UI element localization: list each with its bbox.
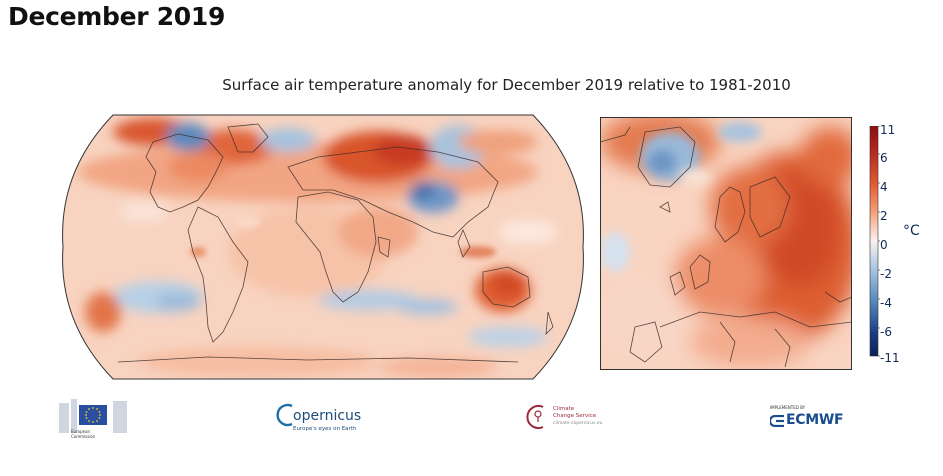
- eu-flag-icon: [57, 395, 132, 445]
- copernicus-name: opernicus: [293, 408, 362, 424]
- c3s-text-line3: climate.copernicus.eu: [553, 421, 603, 426]
- colorbar-tick-label: -4: [880, 296, 892, 310]
- world-anomaly-map: [62, 114, 584, 380]
- ecmwf-name: ECMWF: [786, 412, 844, 428]
- climate-change-service-logo: Climate Change Service climate.copernicu…: [525, 403, 615, 437]
- colorbar-tick-label: 4: [880, 180, 888, 194]
- ec-text-line2: Commission: [71, 434, 96, 439]
- colorbar-tick-label: -11: [880, 351, 900, 365]
- europe-anomaly-map: [600, 117, 852, 370]
- copernicus-c-icon: [276, 403, 293, 427]
- european-commission-logo: European Commission: [57, 395, 132, 445]
- ec-text-line1: European: [71, 429, 91, 434]
- map-title: Surface air temperature anomaly for Dece…: [222, 76, 791, 94]
- colorbar-unit: °C: [903, 223, 920, 239]
- colorbar-tick-label: 6: [880, 151, 888, 165]
- colorbar-tick-label: -6: [880, 325, 892, 339]
- colorbar-tick-label: 0: [880, 238, 888, 252]
- copernicus-logo: C opernicus Europe's eyes on Earth: [276, 402, 366, 436]
- c3s-text-line1: Climate: [553, 406, 575, 412]
- page-title: December 2019: [8, 2, 226, 31]
- colorbar-tick-label: -2: [880, 267, 892, 281]
- copernicus-tagline: Europe's eyes on Earth: [293, 426, 357, 432]
- colorbar-tick-label: 2: [880, 209, 888, 223]
- c3s-emblem-icon: [526, 405, 544, 429]
- colorbar-tick-label: 11: [880, 123, 896, 137]
- colorbar: [869, 126, 880, 357]
- c3s-text-line2: Change Service: [553, 413, 597, 419]
- ecmwf-logo: IMPLEMENTED BY ECMWF: [770, 405, 860, 435]
- ecmwf-mark-icon: [770, 415, 784, 427]
- ecmwf-pre-text: IMPLEMENTED BY: [770, 405, 806, 410]
